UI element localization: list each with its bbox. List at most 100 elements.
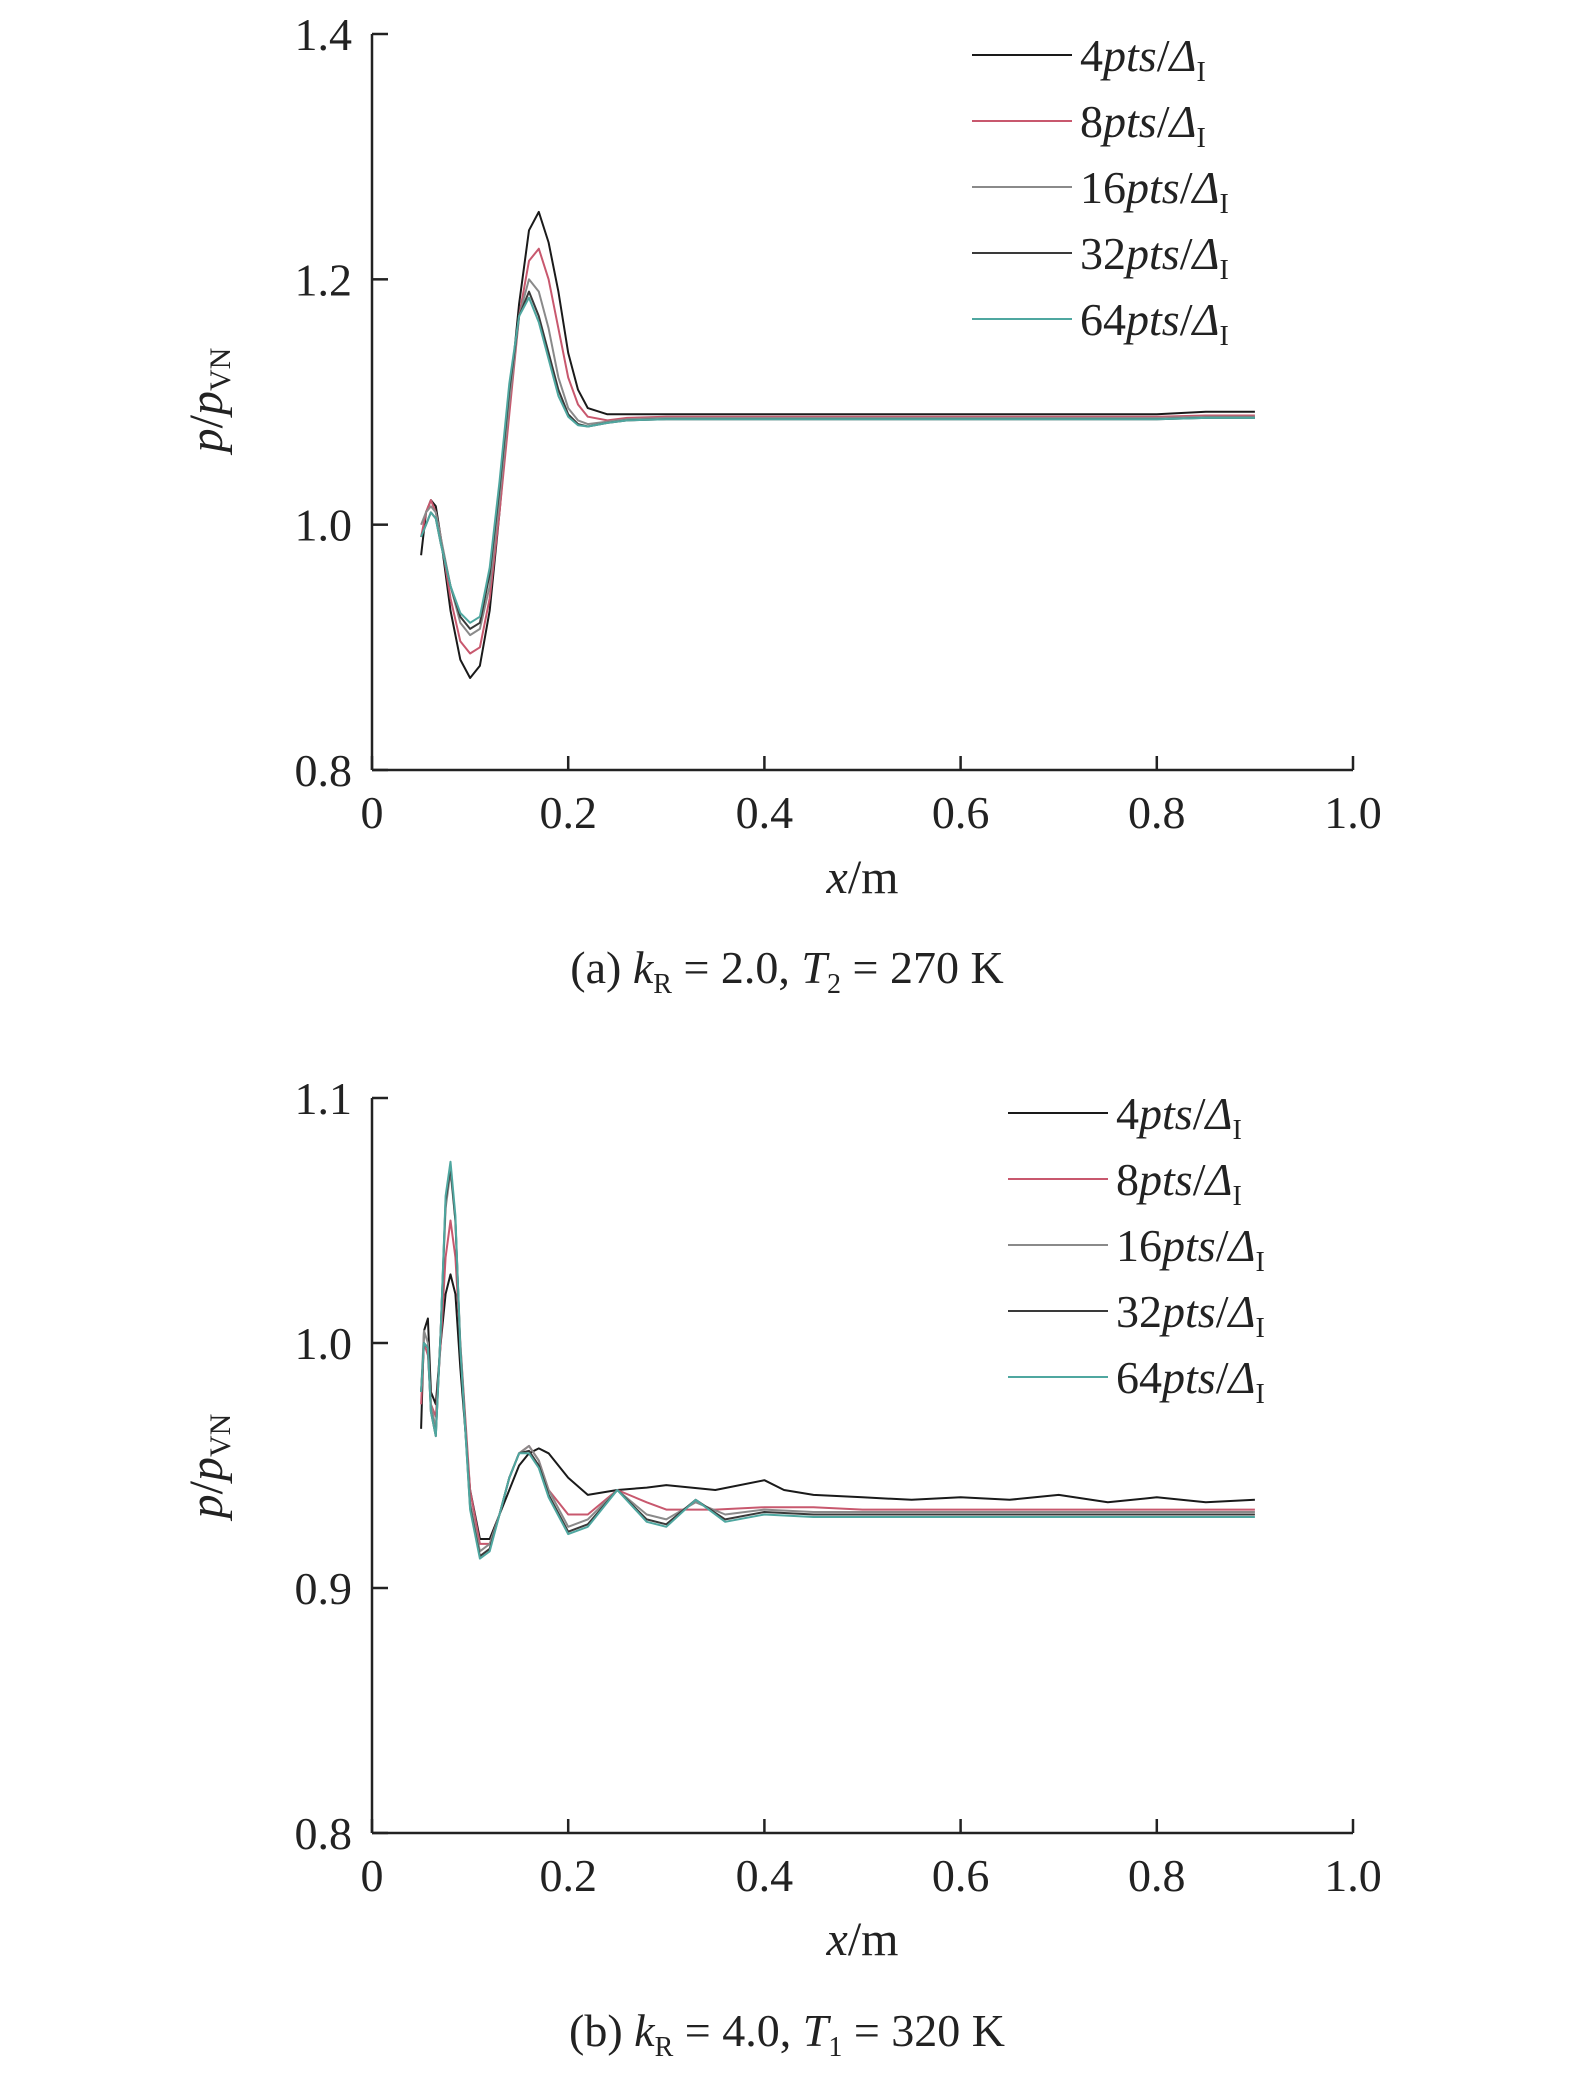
- legend-pts: pts: [1123, 294, 1180, 345]
- legend-num: 32: [1116, 1286, 1162, 1337]
- y-tick-label: 1.2: [295, 254, 353, 305]
- x-tick-label: 0.4: [736, 1850, 794, 1901]
- legend-label-2: 16pts/ΔI: [1080, 162, 1229, 220]
- caption-k: k: [634, 2005, 656, 2056]
- legend-num: 4: [1080, 30, 1103, 81]
- legend-num: 64: [1116, 1352, 1162, 1403]
- legend-pts: pts: [1100, 30, 1157, 81]
- legend-delta: Δ: [1226, 1286, 1255, 1337]
- series-line-1: [420, 247, 1255, 655]
- x-tick-label: 0: [361, 787, 384, 838]
- legend-num: 16: [1116, 1220, 1162, 1271]
- x-tick-label: 1.0: [1324, 787, 1382, 838]
- legend-label-1: 8pts/ΔI: [1116, 1154, 1242, 1212]
- legend-sub: I: [1219, 321, 1228, 352]
- x-tick-label: 0.2: [539, 787, 597, 838]
- y-axis-label-p2: p: [180, 391, 233, 418]
- y-axis-label-sub: VN: [204, 348, 237, 391]
- x-tick-label: 0.4: [736, 787, 794, 838]
- legend-sub: I: [1219, 189, 1228, 220]
- legend-sub: I: [1219, 255, 1228, 286]
- legend-delta: Δ: [1167, 30, 1196, 81]
- legend-pts: pts: [1159, 1286, 1216, 1337]
- legend-slash: /: [1193, 1088, 1206, 1139]
- caption-k-sub: R: [653, 969, 672, 1000]
- y-tick-label: 1.4: [295, 9, 353, 60]
- caption-mid: = 4.0,: [673, 2005, 802, 2056]
- chart-caption: (a) kR = 2.0, T2 = 270 K: [570, 942, 1003, 1000]
- caption-t-sub: 1: [828, 2032, 842, 2063]
- legend-num: 32: [1080, 228, 1126, 279]
- series-line-4: [420, 296, 1255, 624]
- y-axis-label: p/pVN: [180, 348, 237, 456]
- legend-slash: /: [1180, 228, 1193, 279]
- caption-t-sub: 2: [827, 969, 841, 1000]
- caption-suffix: = 270 K: [841, 942, 1004, 993]
- legend-pts: pts: [1159, 1352, 1216, 1403]
- chart-caption: (b) kR = 4.0, T1 = 320 K: [569, 2005, 1005, 2063]
- y-axis-label-slash: /: [180, 414, 233, 428]
- legend-sub: I: [1255, 1379, 1264, 1410]
- y-axis-label-sub: VN: [204, 1414, 237, 1457]
- series-line-0: [420, 1273, 1255, 1540]
- legend-slash: /: [1216, 1220, 1229, 1271]
- y-tick-label: 1.0: [295, 1318, 353, 1369]
- legend-sub: I: [1255, 1313, 1264, 1344]
- caption-prefix: (b): [569, 2005, 634, 2056]
- x-tick-label: 0.2: [539, 1850, 597, 1901]
- chart-panel-b: 0.80.91.01.10 0.2 0.4 0.6 0.8 1.0x/mp/pVN4pts…: [180, 1073, 1382, 2063]
- legend-label-1: 8pts/ΔI: [1080, 96, 1206, 154]
- caption-k-sub: R: [655, 2032, 674, 2063]
- legend-num: 8: [1080, 96, 1103, 147]
- legend-label-0: 4pts/ΔI: [1080, 30, 1206, 88]
- y-tick-label: 1.0: [295, 500, 353, 551]
- y-axis-label-slash: /: [180, 1480, 233, 1494]
- legend-pts: pts: [1159, 1220, 1216, 1271]
- legend-label-4: 64pts/ΔI: [1080, 294, 1229, 352]
- x-axis-label-unit: /m: [848, 851, 899, 904]
- x-axis-label: x/m: [826, 1913, 899, 1966]
- legend-delta: Δ: [1203, 1154, 1232, 1205]
- caption-k: k: [633, 942, 655, 993]
- y-axis-label: p/pVN: [180, 1414, 237, 1522]
- legend-slash: /: [1216, 1286, 1229, 1337]
- x-tick-label: 0.8: [1128, 787, 1186, 838]
- legend-pts: pts: [1100, 96, 1157, 147]
- legend-label-3: 32pts/ΔI: [1080, 228, 1229, 286]
- legend-slash: /: [1193, 1154, 1206, 1205]
- legend-sub: I: [1232, 1181, 1241, 1212]
- legend-pts: pts: [1136, 1088, 1193, 1139]
- legend-delta: Δ: [1190, 228, 1219, 279]
- caption-suffix: = 320 K: [842, 2005, 1005, 2056]
- legend-sub: I: [1196, 57, 1205, 88]
- caption-t: T: [803, 2005, 832, 2056]
- legend-delta: Δ: [1167, 96, 1196, 147]
- x-tick-label: 0: [361, 1850, 384, 1901]
- y-axis-label-p: p: [180, 1494, 233, 1521]
- legend-label-0: 4pts/ΔI: [1116, 1088, 1242, 1146]
- x-tick-label: 1.0: [1324, 1850, 1382, 1901]
- legend-num: 4: [1116, 1088, 1139, 1139]
- y-tick-label: 0.8: [295, 1808, 353, 1859]
- legend-pts: pts: [1123, 162, 1180, 213]
- legend-slash: /: [1180, 162, 1193, 213]
- x-axis-label: x/m: [826, 851, 899, 904]
- legend-num: 64: [1080, 294, 1126, 345]
- caption-t: T: [801, 942, 830, 993]
- legend-pts: pts: [1136, 1154, 1193, 1205]
- chart-panel-a: 0.81.01.21.40 0.2 0.4 0.6 0.8 1.0x/mp/pVN4pts…: [180, 9, 1382, 1000]
- legend-num: 8: [1116, 1154, 1139, 1205]
- y-tick-label: 1.1: [295, 1073, 353, 1124]
- x-tick-label: 0.6: [932, 787, 990, 838]
- y-axis-label-p: p: [180, 428, 233, 455]
- legend-delta: Δ: [1203, 1088, 1232, 1139]
- legend-num: 16: [1080, 162, 1126, 213]
- legend-delta: Δ: [1190, 162, 1219, 213]
- legend-slash: /: [1180, 294, 1193, 345]
- legend-slash: /: [1157, 96, 1170, 147]
- x-axis-label-var: x: [826, 1913, 848, 1966]
